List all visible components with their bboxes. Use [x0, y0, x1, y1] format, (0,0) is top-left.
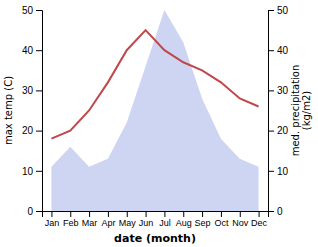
x-label: date (month) — [114, 232, 196, 245]
tick: 0 — [27, 206, 42, 217]
tick-mark — [36, 131, 42, 132]
tick-label: 30 — [277, 85, 289, 96]
chart: JanFebMarApr MayJun Jul AugSepOctNovDec 0 10 2… — [0, 0, 318, 247]
line — [51, 30, 258, 139]
tick: May — [119, 211, 137, 228]
tick-label: Nov — [232, 218, 249, 228]
tick-mark — [36, 50, 42, 51]
tick-mark — [268, 90, 274, 91]
tick-mark — [183, 211, 184, 217]
tick-mark — [108, 211, 109, 217]
tick-label: Dec — [251, 218, 268, 228]
tick: Nov — [232, 211, 249, 228]
tick: 20 — [22, 125, 42, 136]
tick-label: 50 — [22, 5, 34, 16]
tick: Jan — [45, 211, 60, 228]
tick-label: 40 — [22, 45, 34, 56]
tick-label: Apr — [101, 218, 115, 228]
tick-label: Jul — [159, 218, 171, 228]
tick-label: Mar — [82, 218, 98, 228]
tick: 30 — [22, 85, 42, 96]
tick-mark — [127, 211, 128, 217]
tick: Feb — [63, 211, 79, 228]
tick: Sep — [195, 211, 211, 228]
marks — [51, 10, 258, 211]
tick-label: Oct — [214, 218, 229, 228]
x-axis: JanFebMarApr MayJun Jul AugSepOctNovDec — [43, 211, 269, 228]
tick-mark — [51, 211, 52, 217]
tick-mark — [36, 171, 42, 172]
tick: 20 — [268, 125, 289, 136]
tick-mark — [89, 211, 90, 217]
tick-label: 50 — [277, 5, 289, 16]
tick-label: 30 — [22, 85, 34, 96]
tick-label: Feb — [63, 218, 79, 228]
tick-mark — [36, 90, 42, 91]
tick: 0 — [268, 206, 283, 217]
tick-mark — [268, 211, 274, 212]
tick-mark — [268, 171, 274, 172]
tick: Dec — [251, 211, 268, 228]
tick-label: 0 — [27, 206, 33, 217]
axis-line — [43, 212, 269, 218]
tick-mark — [240, 211, 241, 217]
y2-label-line: med. precipitation — [290, 65, 301, 157]
tick: 40 — [268, 45, 289, 56]
tick: Mar — [82, 211, 98, 228]
tick-label: 20 — [277, 125, 289, 136]
tick: 10 — [22, 166, 42, 177]
tick-label: Jun — [139, 218, 154, 228]
tick: Aug — [176, 211, 192, 228]
tick-mark — [36, 211, 42, 212]
tick-label: 10 — [277, 166, 289, 177]
y2-label: med. precipitation(kg/m2) — [290, 65, 312, 157]
area — [51, 10, 258, 211]
axis-line — [269, 11, 275, 212]
tick: Jul — [159, 211, 171, 228]
tick: 10 — [268, 166, 289, 177]
tick-label: 40 — [277, 45, 289, 56]
tick-label: Sep — [195, 218, 211, 228]
tick: 50 — [268, 5, 289, 16]
tick-mark — [164, 211, 165, 217]
tick-label: 0 — [277, 206, 283, 217]
tick-label: May — [119, 218, 137, 228]
tick-label: 10 — [22, 166, 34, 177]
tick: 40 — [22, 45, 42, 56]
tick-mark — [36, 10, 42, 11]
tick-mark — [202, 211, 203, 217]
tick: Oct — [214, 211, 229, 228]
axis-line — [36, 11, 43, 212]
plot: JanFebMarApr MayJun Jul AugSepOctNovDec 0 10 2… — [22, 5, 289, 229]
tick: Jun — [139, 211, 154, 228]
tick-mark — [221, 211, 222, 217]
tick-mark — [70, 211, 71, 217]
tick-label: Jan — [45, 218, 60, 228]
tick-mark — [146, 211, 147, 217]
tick-label: 20 — [22, 125, 34, 136]
tick: 50 — [22, 5, 42, 16]
tick-mark — [268, 10, 274, 11]
tick: Apr — [101, 211, 115, 228]
y-label: max temp (C) — [3, 76, 14, 145]
tick-mark — [259, 211, 260, 217]
y-axis: 0 10 20 30 40 50 — [22, 5, 43, 217]
tick-mark — [268, 131, 274, 132]
tick: 30 — [268, 85, 289, 96]
y2-label-line: (kg/m2) — [301, 91, 312, 131]
y2-axis: 0 10 20 30 40 50 — [268, 5, 289, 217]
tick-mark — [268, 50, 274, 51]
tick-label: Aug — [176, 218, 192, 228]
